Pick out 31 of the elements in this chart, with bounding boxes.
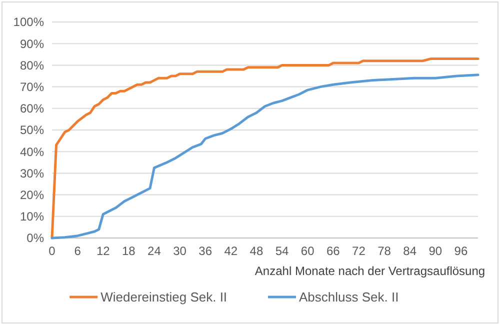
y-tick-label: 40% [20,144,44,159]
y-tick-label: 50% [20,123,44,138]
x-tick-label: 18 [122,244,136,258]
y-tick-label: 0% [26,231,44,246]
x-tick-label: 54 [275,244,290,258]
x-tick-label: 30 [173,244,187,258]
x-tick-label: 60 [300,244,315,258]
x-tick-label: 84 [403,244,417,258]
x-tick-label: 78 [378,244,392,258]
x-tick-label: 12 [96,244,110,258]
x-tick-label: 96 [454,244,468,258]
x-tick-label: 42 [224,244,238,258]
x-tick-label: 48 [250,244,264,258]
x-tick-label: 24 [148,244,162,258]
y-tick-label: 80% [20,58,44,72]
x-tick-label: 72 [352,244,366,258]
x-tick-label: 36 [198,244,212,258]
x-tick-label: 90 [428,244,442,258]
x-tick-label: 66 [326,244,340,258]
x-tick-label: 6 [74,244,82,258]
x-axis-title: Anzahl Monate nach der Vertragsauflösung [254,264,486,278]
y-tick-label: 10% [20,210,44,224]
legend-label: Wiedereinstieg Sek. II [100,290,228,305]
y-tick-label: 30% [20,166,44,180]
x-tick-label: 0 [48,244,56,258]
y-tick-label: 20% [20,188,44,202]
y-tick-label: 70% [20,80,44,94]
y-tick-label: 90% [20,36,44,51]
y-tick-label: 100% [13,15,44,30]
y-tick-label: 60% [20,102,44,116]
legend-label: Abschluss Sek. II [299,290,399,305]
